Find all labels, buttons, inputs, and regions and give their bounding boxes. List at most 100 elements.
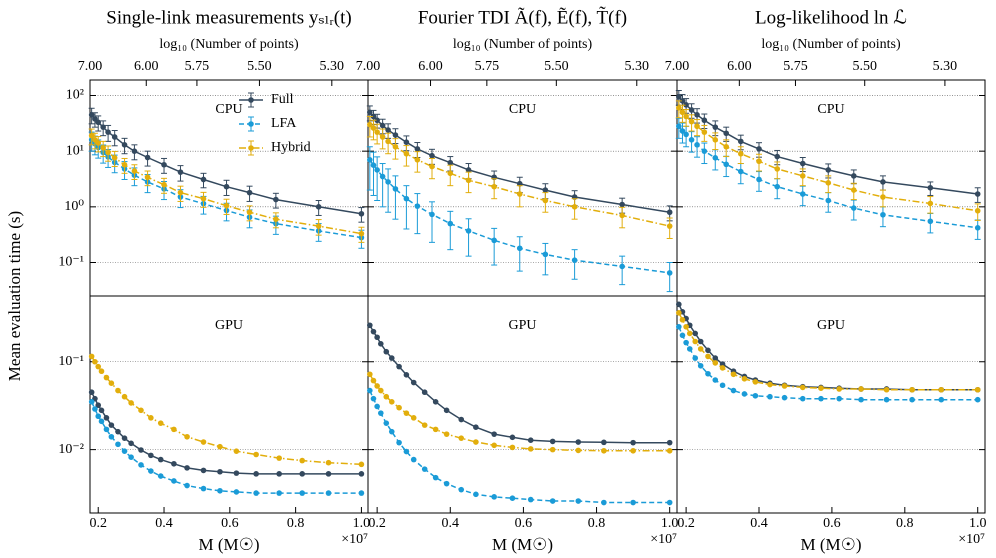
x2-tick-label: 5.50 [247, 59, 272, 74]
point [403, 139, 410, 145]
point [737, 168, 744, 175]
point [325, 490, 332, 496]
point [683, 102, 689, 108]
point [712, 377, 719, 383]
y-tick-label: 10² [66, 88, 84, 103]
x2-tick-label: 7.00 [356, 59, 381, 74]
series-line [90, 356, 362, 466]
y-tick-label: 10⁻¹ [58, 354, 84, 369]
point [121, 393, 128, 400]
point [692, 338, 699, 345]
panel-title: Fourier TDI Ã(f), Ẽ(f), T̃(f) [418, 6, 627, 29]
point [161, 181, 167, 188]
x2-tick-label: 7.00 [78, 59, 103, 74]
series-line [678, 303, 978, 391]
x-tick-label: 0.8 [896, 516, 914, 531]
point [410, 379, 417, 386]
point [527, 437, 534, 443]
point [712, 355, 719, 361]
point [679, 317, 686, 323]
y-tick-label: 10⁻¹ [58, 255, 84, 270]
legend-label: Hybrid [271, 140, 311, 155]
point [358, 461, 365, 468]
point [98, 368, 105, 375]
point [723, 143, 730, 150]
point [103, 415, 110, 421]
point [200, 467, 207, 474]
point [756, 146, 762, 152]
point [509, 495, 516, 502]
point [98, 418, 105, 425]
series-line [91, 139, 362, 239]
x2-axis-label: log₁₀ (Number of points) [761, 37, 901, 52]
point [253, 451, 259, 458]
point [752, 379, 759, 385]
point [781, 394, 788, 401]
point [705, 353, 711, 360]
point [712, 360, 719, 366]
x-axis-label: M (M☉) [492, 535, 553, 554]
point [447, 170, 454, 177]
point [223, 202, 230, 209]
point [103, 426, 110, 433]
point [128, 454, 134, 460]
point [379, 173, 386, 180]
point [683, 339, 689, 346]
panel-label: GPU [215, 318, 243, 333]
point [148, 468, 154, 474]
y-tick-label: 10⁻² [58, 442, 84, 457]
point [447, 220, 454, 227]
point [377, 387, 384, 394]
point [98, 407, 105, 414]
point [92, 406, 98, 412]
point [377, 341, 384, 347]
point [374, 334, 380, 341]
point [414, 146, 421, 152]
x2-tick-label: 5.30 [933, 59, 958, 74]
point [694, 142, 700, 148]
point [836, 395, 843, 402]
panel-label: CPU [817, 102, 844, 117]
point [443, 480, 450, 487]
point [121, 435, 128, 441]
point [719, 361, 726, 367]
point [676, 323, 682, 330]
series-line [678, 326, 978, 401]
point [358, 471, 365, 477]
point [403, 150, 410, 157]
point [974, 396, 981, 403]
point [392, 186, 399, 192]
point [516, 180, 523, 187]
point [379, 134, 386, 140]
panel-label: CPU [215, 102, 242, 117]
point [774, 183, 781, 190]
point [666, 223, 673, 229]
point [115, 387, 121, 394]
point [88, 389, 95, 396]
point [473, 491, 479, 498]
point [273, 196, 279, 203]
point [276, 490, 282, 496]
point [374, 167, 380, 173]
point [370, 377, 377, 384]
point [683, 113, 689, 120]
point [799, 384, 806, 391]
point [676, 301, 682, 308]
point [379, 122, 386, 129]
x-axis-label: M (M☉) [198, 535, 259, 554]
series-line [369, 124, 670, 227]
point [575, 447, 582, 454]
point [666, 270, 673, 276]
point [115, 428, 121, 435]
point [138, 447, 144, 453]
point [403, 372, 410, 378]
point [217, 487, 223, 494]
point [103, 374, 110, 381]
panel-label: GPU [817, 318, 845, 333]
point [105, 149, 111, 156]
x2-tick-label: 5.50 [544, 59, 569, 74]
point [121, 142, 128, 148]
point [850, 205, 857, 211]
x-multiplier: ×10⁷ [958, 532, 985, 547]
